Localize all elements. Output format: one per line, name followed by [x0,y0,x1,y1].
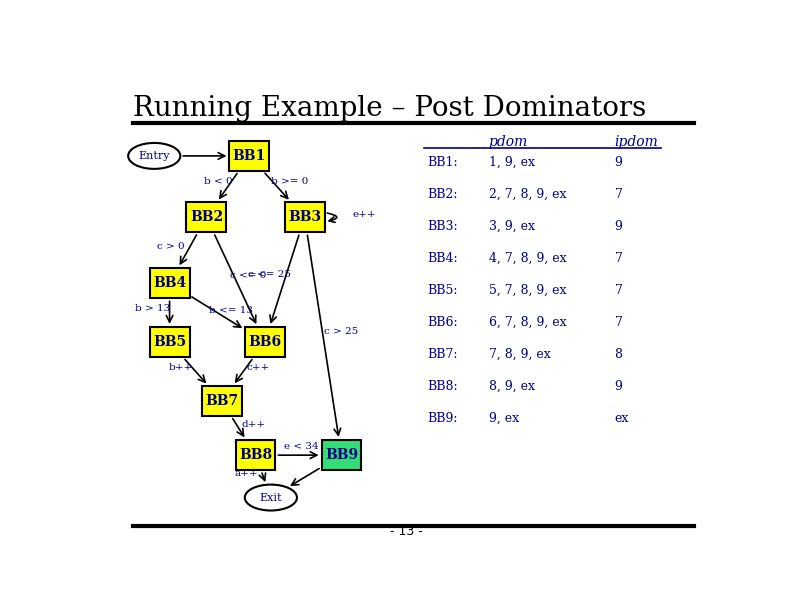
Text: BB8:: BB8: [428,380,458,394]
Text: 6, 7, 8, 9, ex: 6, 7, 8, 9, ex [489,316,566,329]
Text: - 13 -: - 13 - [390,524,422,537]
Text: 4, 7, 8, 9, ex: 4, 7, 8, 9, ex [489,252,566,265]
Text: 1, 9, ex: 1, 9, ex [489,156,535,169]
Text: BB9:: BB9: [428,412,458,425]
Text: 7, 8, 9, ex: 7, 8, 9, ex [489,348,550,361]
Text: BB9: BB9 [325,448,358,462]
Text: BB8: BB8 [239,448,272,462]
Text: e++: e++ [352,211,376,219]
Text: ipdom: ipdom [615,135,658,149]
Text: d++: d++ [242,420,266,429]
Text: c > 25: c > 25 [325,327,359,336]
Text: BB3:: BB3: [428,220,458,233]
Text: b <= 13: b <= 13 [208,306,253,315]
FancyBboxPatch shape [284,202,325,233]
FancyBboxPatch shape [235,440,276,471]
Text: 9: 9 [615,380,623,394]
Text: BB5:: BB5: [428,284,458,297]
Text: ex: ex [615,412,629,425]
Text: BB3: BB3 [288,210,322,224]
Text: 2, 7, 8, 9, ex: 2, 7, 8, 9, ex [489,188,566,201]
FancyBboxPatch shape [322,440,361,471]
Text: a++: a++ [234,469,258,479]
Text: BB6: BB6 [248,335,281,349]
Text: 9: 9 [615,156,623,169]
Text: c <= 0: c <= 0 [230,271,266,280]
Text: BB1: BB1 [233,149,266,163]
FancyBboxPatch shape [202,386,242,416]
Text: 5, 7, 8, 9, ex: 5, 7, 8, 9, ex [489,284,566,297]
Text: 7: 7 [615,284,623,297]
Text: 3, 9, ex: 3, 9, ex [489,220,535,233]
Text: c > 0: c > 0 [157,242,185,251]
Text: 9, ex: 9, ex [489,412,519,425]
FancyBboxPatch shape [150,268,189,299]
Text: 8: 8 [615,348,623,361]
Text: pdom: pdom [489,135,528,149]
Text: 9: 9 [615,220,623,233]
Text: 8, 9, ex: 8, 9, ex [489,380,535,394]
Text: 7: 7 [615,316,623,329]
Text: BB4:: BB4: [428,252,458,265]
Text: e < 34: e < 34 [284,442,319,451]
Text: b++: b++ [168,364,192,372]
Text: c++: c++ [247,364,270,372]
Text: BB4: BB4 [153,276,186,290]
FancyBboxPatch shape [245,327,284,357]
FancyBboxPatch shape [186,202,227,233]
Text: b < 0: b < 0 [204,177,233,186]
FancyBboxPatch shape [150,327,189,357]
Text: 7: 7 [615,252,623,265]
Text: Entry: Entry [139,151,170,161]
Text: BB6:: BB6: [428,316,458,329]
Text: Exit: Exit [260,493,282,502]
Text: 7: 7 [615,188,623,201]
Text: BB1:: BB1: [428,156,458,169]
Text: b > 13: b > 13 [135,304,170,313]
Text: BB2: BB2 [190,210,223,224]
Text: c <= 25: c <= 25 [248,271,291,280]
Text: BB2:: BB2: [428,188,458,201]
Text: BB7: BB7 [205,394,238,408]
Text: b >= 0: b >= 0 [271,177,308,186]
Ellipse shape [128,143,181,169]
FancyBboxPatch shape [230,141,269,171]
Text: BB5: BB5 [153,335,186,349]
Text: BB7:: BB7: [428,348,458,361]
Text: Running Example – Post Dominators: Running Example – Post Dominators [133,95,646,122]
Ellipse shape [245,485,297,510]
